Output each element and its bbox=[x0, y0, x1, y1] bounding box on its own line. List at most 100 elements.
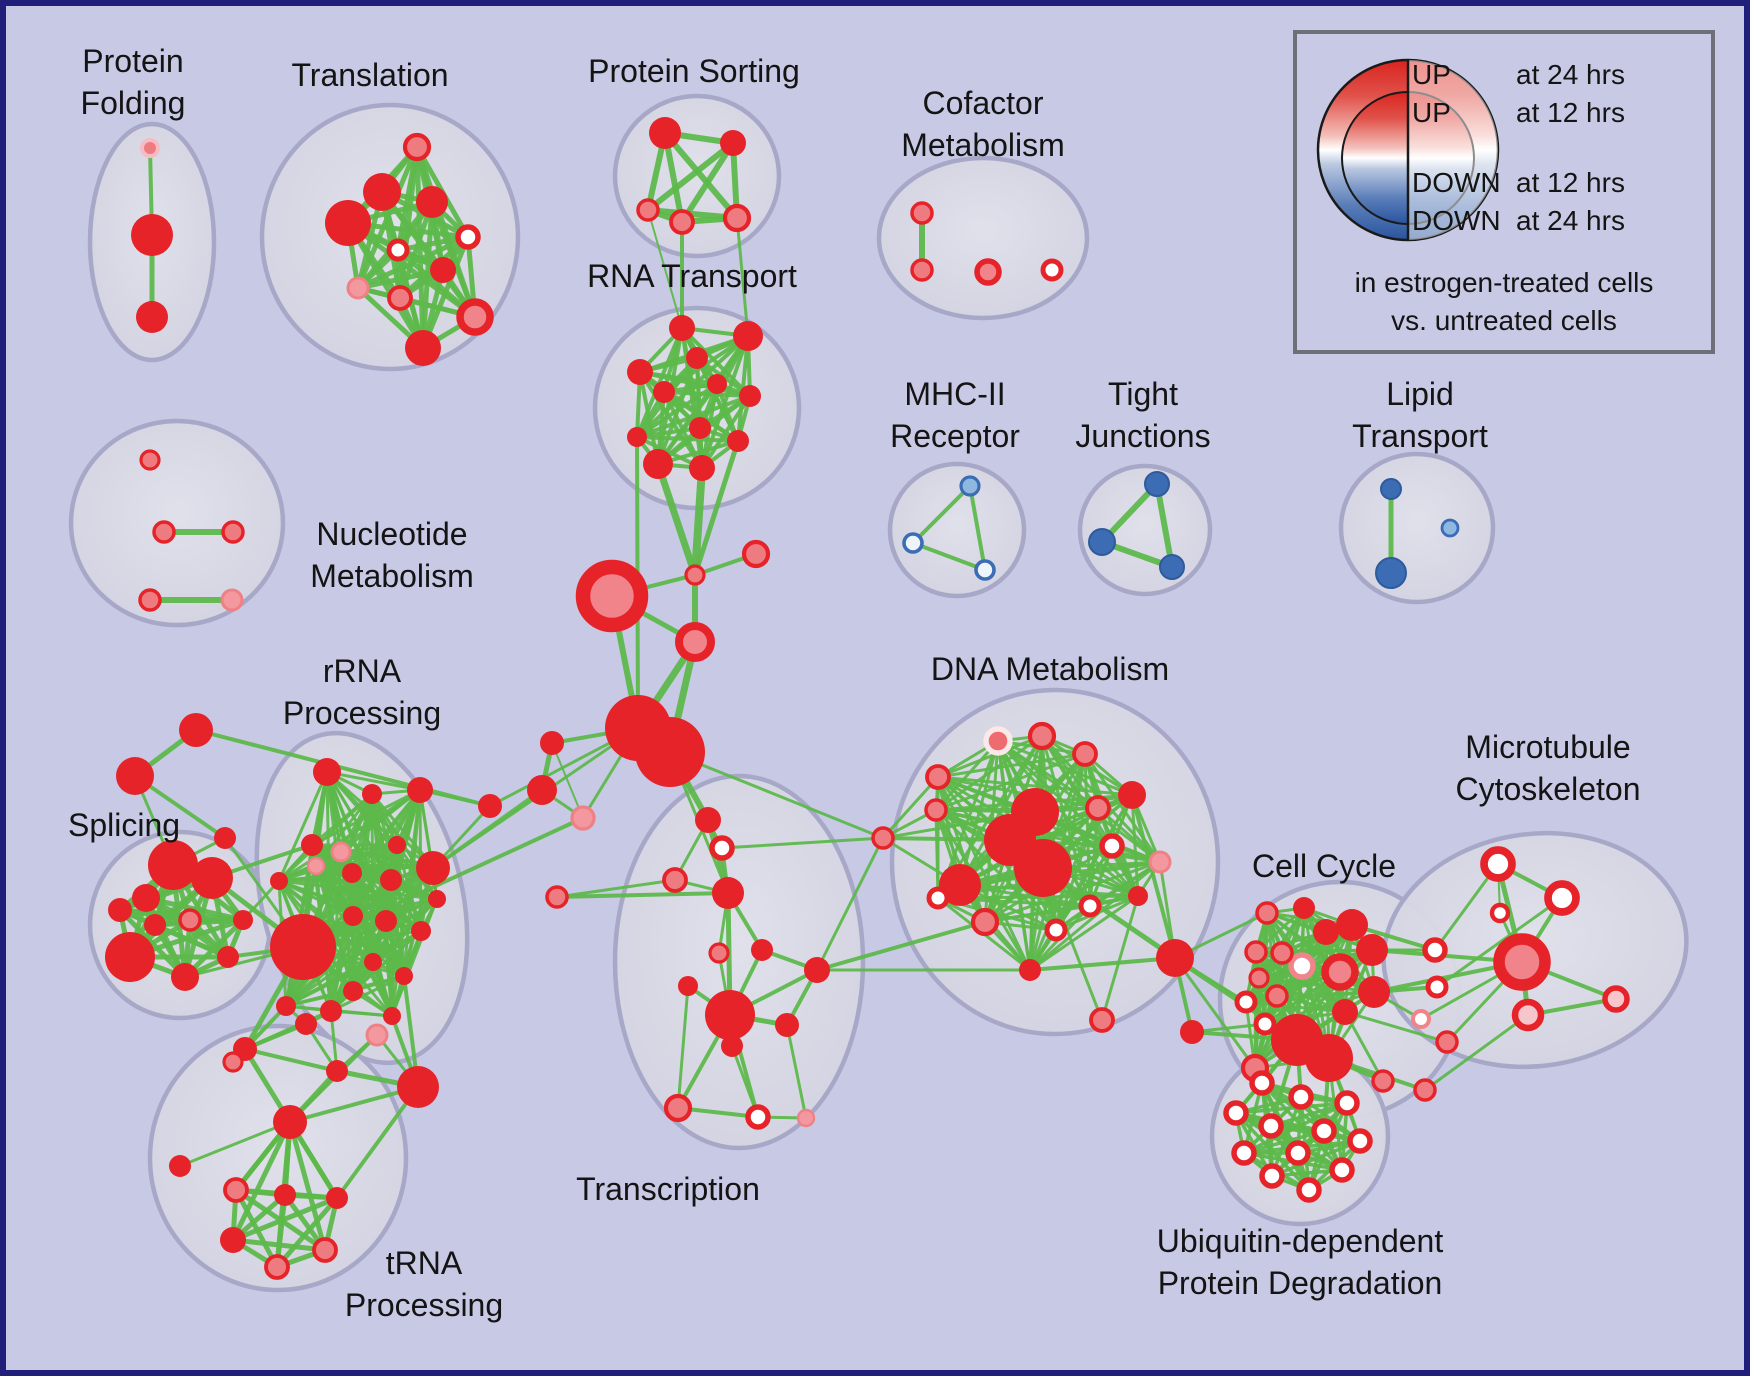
network-node[interactable] bbox=[144, 914, 166, 936]
network-node[interactable] bbox=[455, 224, 481, 250]
network-node[interactable] bbox=[1329, 1157, 1355, 1183]
network-node[interactable] bbox=[383, 1007, 401, 1025]
network-node[interactable] bbox=[1347, 1128, 1373, 1154]
network-node[interactable] bbox=[871, 826, 895, 850]
network-node[interactable] bbox=[662, 867, 688, 893]
network-node[interactable] bbox=[983, 726, 1013, 756]
network-node[interactable] bbox=[689, 417, 711, 439]
network-node[interactable] bbox=[1128, 886, 1148, 906]
network-node[interactable] bbox=[178, 908, 202, 932]
network-node[interactable] bbox=[220, 1227, 246, 1253]
network-node[interactable] bbox=[362, 784, 382, 804]
network-node[interactable] bbox=[1044, 918, 1068, 942]
network-node[interactable] bbox=[191, 857, 233, 899]
network-node[interactable] bbox=[720, 130, 746, 156]
network-node[interactable] bbox=[1336, 909, 1368, 941]
network-node[interactable] bbox=[423, 856, 441, 874]
network-node[interactable] bbox=[739, 385, 761, 407]
network-node[interactable] bbox=[570, 805, 596, 831]
network-node[interactable] bbox=[326, 1060, 348, 1082]
network-node[interactable] bbox=[902, 532, 924, 554]
network-node[interactable] bbox=[108, 898, 132, 922]
network-node[interactable] bbox=[179, 713, 213, 747]
network-node[interactable] bbox=[320, 1000, 342, 1022]
network-node[interactable] bbox=[274, 1184, 296, 1206]
network-node[interactable] bbox=[343, 906, 363, 926]
network-node[interactable] bbox=[709, 835, 735, 861]
network-node[interactable] bbox=[273, 1105, 307, 1139]
network-node[interactable] bbox=[712, 877, 744, 909]
network-node[interactable] bbox=[116, 757, 154, 795]
network-node[interactable] bbox=[678, 976, 698, 996]
network-node[interactable] bbox=[1411, 1009, 1431, 1029]
network-node[interactable] bbox=[1288, 952, 1316, 980]
network-node[interactable] bbox=[386, 238, 410, 262]
network-node[interactable] bbox=[131, 214, 173, 256]
network-node[interactable] bbox=[1118, 781, 1146, 809]
network-node[interactable] bbox=[397, 1066, 439, 1108]
network-node[interactable] bbox=[270, 872, 288, 890]
network-node[interactable] bbox=[669, 209, 695, 235]
network-node[interactable] bbox=[970, 907, 1000, 937]
network-node[interactable] bbox=[1288, 1084, 1314, 1110]
network-node[interactable] bbox=[1285, 1140, 1311, 1166]
network-node[interactable] bbox=[653, 381, 675, 403]
network-node[interactable] bbox=[1265, 984, 1289, 1008]
network-node[interactable] bbox=[233, 910, 253, 930]
network-node[interactable] bbox=[675, 622, 715, 662]
network-node[interactable] bbox=[1180, 1020, 1204, 1044]
network-node[interactable] bbox=[959, 475, 981, 497]
network-node[interactable] bbox=[926, 886, 950, 910]
network-node[interactable] bbox=[910, 258, 934, 282]
network-node[interactable] bbox=[1099, 833, 1125, 859]
network-node[interactable] bbox=[722, 203, 752, 233]
network-node[interactable] bbox=[138, 588, 162, 612]
network-node[interactable] bbox=[270, 914, 336, 980]
network-node[interactable] bbox=[925, 764, 951, 790]
network-node[interactable] bbox=[430, 257, 456, 283]
network-node[interactable] bbox=[456, 298, 494, 336]
network-node[interactable] bbox=[721, 1035, 743, 1057]
network-node[interactable] bbox=[1072, 741, 1098, 767]
network-node[interactable] bbox=[1332, 999, 1358, 1025]
network-node[interactable] bbox=[375, 910, 397, 932]
network-node[interactable] bbox=[669, 315, 695, 341]
network-node[interactable] bbox=[1511, 998, 1545, 1032]
network-node[interactable] bbox=[924, 798, 948, 822]
network-node[interactable] bbox=[411, 921, 431, 941]
network-node[interactable] bbox=[221, 520, 245, 544]
network-node[interactable] bbox=[313, 758, 341, 786]
network-node[interactable] bbox=[1358, 976, 1390, 1008]
network-node[interactable] bbox=[214, 827, 236, 849]
network-node[interactable] bbox=[1489, 902, 1511, 924]
network-node[interactable] bbox=[1480, 846, 1516, 882]
network-node[interactable] bbox=[1375, 557, 1407, 589]
network-node[interactable] bbox=[132, 884, 160, 912]
network-node[interactable] bbox=[733, 321, 763, 351]
network-node[interactable] bbox=[695, 807, 721, 833]
network-node[interactable] bbox=[295, 1013, 317, 1035]
network-node[interactable] bbox=[527, 775, 557, 805]
network-node[interactable] bbox=[330, 841, 352, 863]
network-node[interactable] bbox=[1255, 901, 1279, 925]
network-node[interactable] bbox=[223, 1177, 249, 1203]
network-node[interactable] bbox=[707, 374, 727, 394]
network-node[interactable] bbox=[1356, 934, 1388, 966]
network-node[interactable] bbox=[171, 963, 199, 991]
network-node[interactable] bbox=[910, 201, 934, 225]
network-node[interactable] bbox=[1085, 795, 1111, 821]
network-node[interactable] bbox=[363, 173, 401, 211]
network-node[interactable] bbox=[1253, 1012, 1277, 1036]
network-node[interactable] bbox=[1148, 850, 1172, 874]
network-node[interactable] bbox=[1296, 1177, 1322, 1203]
network-node[interactable] bbox=[796, 1108, 816, 1128]
network-node[interactable] bbox=[1244, 940, 1268, 964]
network-node[interactable] bbox=[649, 117, 681, 149]
network-node[interactable] bbox=[478, 794, 502, 818]
network-node[interactable] bbox=[1019, 959, 1041, 981]
network-node[interactable] bbox=[1334, 1090, 1360, 1116]
network-node[interactable] bbox=[312, 1237, 338, 1263]
network-node[interactable] bbox=[627, 427, 647, 447]
network-node[interactable] bbox=[684, 564, 706, 586]
network-node[interactable] bbox=[643, 449, 673, 479]
